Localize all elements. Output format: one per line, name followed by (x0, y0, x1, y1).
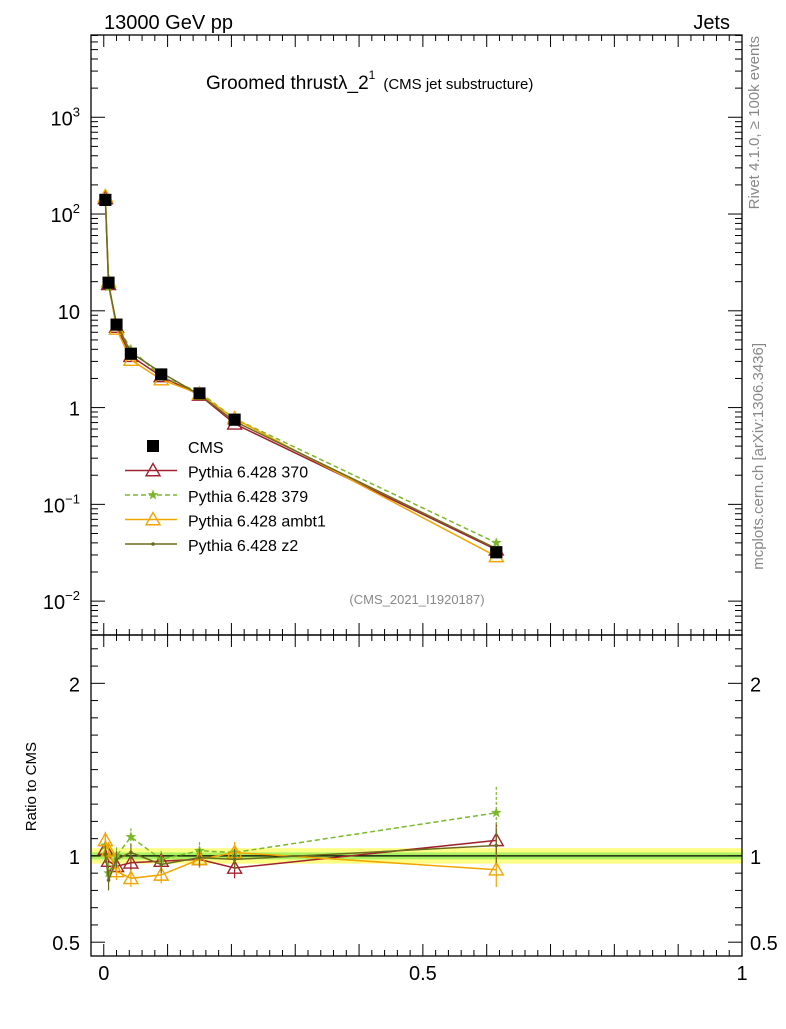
legend-label: Pythia 6.428 z2 (188, 538, 298, 555)
mcplots-label: mcplots.cern.ch [arXiv:1306.3436] (750, 343, 767, 570)
header-energy-label: 13000 GeV pp (104, 12, 233, 34)
ratio-series (97, 786, 505, 891)
ratio-marker (129, 850, 133, 855)
ratio-y-tick-label-right: 0.5 (750, 933, 778, 955)
ratio-marker (106, 878, 111, 882)
legend-marker (151, 542, 155, 546)
legend-marker (144, 511, 162, 526)
ratio-marker (103, 852, 108, 856)
y-tick-label: 10 (58, 302, 80, 324)
ratio-marker (122, 854, 140, 869)
x-tick-label: 0.5 (409, 963, 437, 985)
data-point (228, 413, 241, 426)
y-tick-label: 1 (69, 399, 80, 421)
x-tick-label: 0 (98, 963, 109, 985)
legend-label: Pythia 6.428 379 (188, 489, 308, 506)
series-marker (490, 537, 502, 548)
ratio-y-tick-label: 2 (69, 674, 80, 696)
data-point (110, 318, 123, 331)
ratio-y-tick-label-right: 1 (750, 847, 761, 869)
legend-marker (144, 462, 162, 477)
ratio-marker (494, 843, 499, 848)
legend-label: CMS (188, 440, 224, 457)
y-tick-label: 102 (51, 201, 80, 227)
ratio-y-tick-label-right: 2 (750, 674, 761, 696)
data-point (193, 387, 206, 400)
ratio-line (104, 839, 497, 869)
legend-label: Pythia 6.428 370 (188, 465, 308, 482)
rivet-version-label: Rivet 4.1.0, ≥ 100k events (746, 36, 763, 209)
ratio-marker (152, 866, 170, 881)
data-point (102, 276, 115, 289)
analysis-id-label: (CMS_2021_I1920187) (349, 592, 484, 607)
legend-marker (147, 489, 159, 500)
legend-marker (147, 440, 159, 452)
header-jets-label: Jets (693, 12, 730, 34)
ratio-marker (488, 861, 505, 876)
y-tick-label: 10−2 (43, 588, 80, 614)
y-tick-label: 10−1 (43, 491, 80, 517)
x-tick-label: 1 (736, 963, 747, 985)
ratio-marker (197, 855, 202, 860)
ratio-y-tick-label: 0.5 (52, 933, 80, 955)
axis-ticks (91, 34, 743, 956)
ratio-axis-label: Ratio to CMS (23, 742, 40, 831)
ratio-marker (114, 857, 119, 862)
legend-label: Pythia 6.428 ambt1 (188, 514, 326, 531)
ratio-marker (159, 862, 164, 867)
data-point (99, 193, 112, 206)
main-series (97, 188, 505, 563)
legend: CMS Pythia 6.428 370 Pythia 6.428 379 Pythi… (125, 440, 326, 555)
ratio-marker (125, 831, 137, 842)
ratio-marker (490, 807, 502, 818)
ratio-line (104, 812, 497, 876)
ratio-line (104, 840, 497, 880)
y-tick-label: 103 (51, 104, 80, 130)
chart-title: Groomed thrustλ_21(CMS jet substructure) (206, 68, 533, 94)
data-point (155, 368, 168, 381)
data-point (490, 546, 503, 559)
ratio-y-tick-label: 1 (69, 847, 80, 869)
ratio-marker (232, 857, 237, 862)
ratio-plot-frame (90, 634, 743, 957)
data-point (124, 347, 137, 360)
ratio-line (104, 844, 497, 881)
ratio-marker (122, 869, 140, 885)
ratio-marker (226, 859, 243, 874)
